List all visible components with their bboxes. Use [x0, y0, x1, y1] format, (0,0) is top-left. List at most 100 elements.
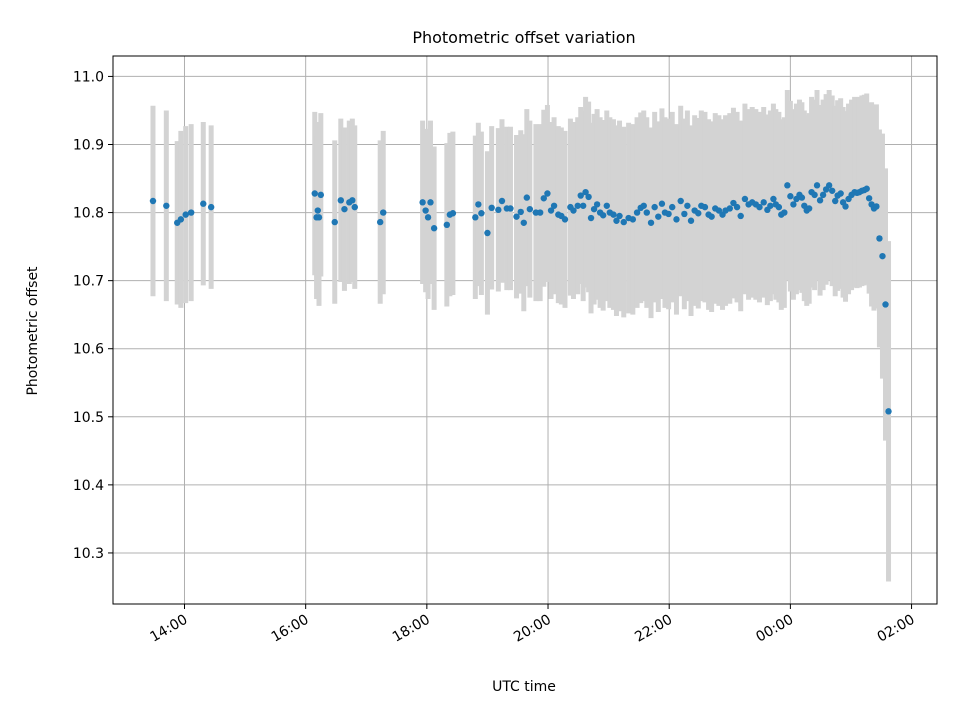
data-point [478, 210, 485, 217]
data-point [430, 225, 438, 232]
plot-frame [112, 55, 938, 605]
data-point [695, 210, 702, 217]
data-point [760, 199, 767, 206]
data-point [349, 197, 356, 204]
data-point [484, 229, 491, 237]
data-point [756, 203, 763, 211]
data-point [805, 205, 813, 212]
y-tick-label-2: 10.5 [73, 410, 104, 426]
data-point [819, 191, 827, 199]
data-point [163, 202, 170, 209]
data-point [781, 209, 788, 216]
data-point [574, 202, 581, 209]
data-point [311, 190, 318, 197]
data-point [177, 216, 185, 223]
data-point [317, 191, 325, 199]
data-point [613, 217, 620, 224]
data-point [811, 191, 818, 199]
data-point [523, 194, 531, 201]
data-point [507, 205, 514, 212]
data-point [770, 195, 777, 203]
data-point [424, 214, 432, 221]
data-point [798, 194, 806, 201]
data-point [331, 218, 338, 226]
data-point [876, 235, 883, 242]
data-point [314, 207, 321, 214]
data-point [828, 187, 836, 194]
data-point [647, 219, 655, 226]
data-point [708, 213, 715, 220]
data-point [547, 207, 555, 214]
data-point [351, 203, 358, 211]
data-point [715, 207, 723, 214]
chart-title: Photometric offset variation [412, 28, 635, 47]
data-point [816, 197, 824, 204]
data-point [790, 201, 797, 208]
data-point [701, 203, 709, 211]
y-tick-label-5: 10.8 [73, 206, 104, 222]
data-point [593, 201, 601, 208]
data-point [520, 219, 527, 226]
data-point [422, 207, 429, 214]
data-point [341, 205, 348, 213]
data-point [832, 197, 839, 205]
data-point [775, 203, 783, 211]
data-point [419, 199, 426, 206]
data-point [733, 203, 741, 211]
data-point [741, 195, 749, 203]
data-point [182, 211, 189, 218]
data-point [726, 205, 733, 212]
data-point [449, 210, 457, 217]
data-point [879, 252, 886, 260]
data-point [200, 200, 207, 207]
data-point [488, 204, 495, 212]
data-point [315, 214, 323, 221]
y-tick-label-7: 11.0 [73, 69, 104, 85]
data-point [737, 212, 744, 220]
data-point [665, 210, 672, 218]
data-point [603, 202, 610, 209]
data-point [640, 202, 647, 209]
data-point [629, 216, 637, 223]
data-point [655, 213, 662, 220]
data-point [337, 197, 345, 204]
data-point [570, 207, 577, 214]
data-point [813, 182, 821, 189]
data-point [376, 218, 384, 226]
data-point [577, 192, 584, 199]
data-point [873, 203, 880, 210]
data-point [865, 195, 873, 202]
data-point [550, 202, 558, 209]
data-point [885, 408, 892, 415]
data-point [616, 212, 623, 220]
data-point [687, 217, 695, 224]
data-point [620, 218, 627, 226]
data-point [590, 205, 598, 213]
data-point [579, 202, 587, 209]
data-point [498, 197, 506, 205]
y-tick-label-3: 10.6 [73, 342, 104, 358]
data-point [475, 201, 482, 208]
data-point [684, 202, 691, 209]
y-tick-label-0: 10.3 [73, 546, 104, 562]
data-point [582, 188, 589, 196]
data-point [669, 203, 676, 211]
data-point [801, 202, 808, 209]
data-point [472, 214, 479, 221]
data-point [536, 209, 544, 216]
data-point [544, 190, 551, 197]
data-point [767, 202, 774, 209]
data-point [149, 197, 157, 205]
data-point [842, 203, 849, 210]
data-point [587, 214, 595, 222]
data-point [673, 216, 680, 223]
data-point [643, 209, 650, 216]
y-tick-label-4: 10.7 [73, 274, 104, 290]
data-point [585, 193, 592, 201]
data-point [380, 209, 387, 216]
data-point [443, 221, 451, 229]
data-points [149, 182, 892, 415]
data-point [495, 206, 502, 214]
data-point [427, 199, 434, 206]
